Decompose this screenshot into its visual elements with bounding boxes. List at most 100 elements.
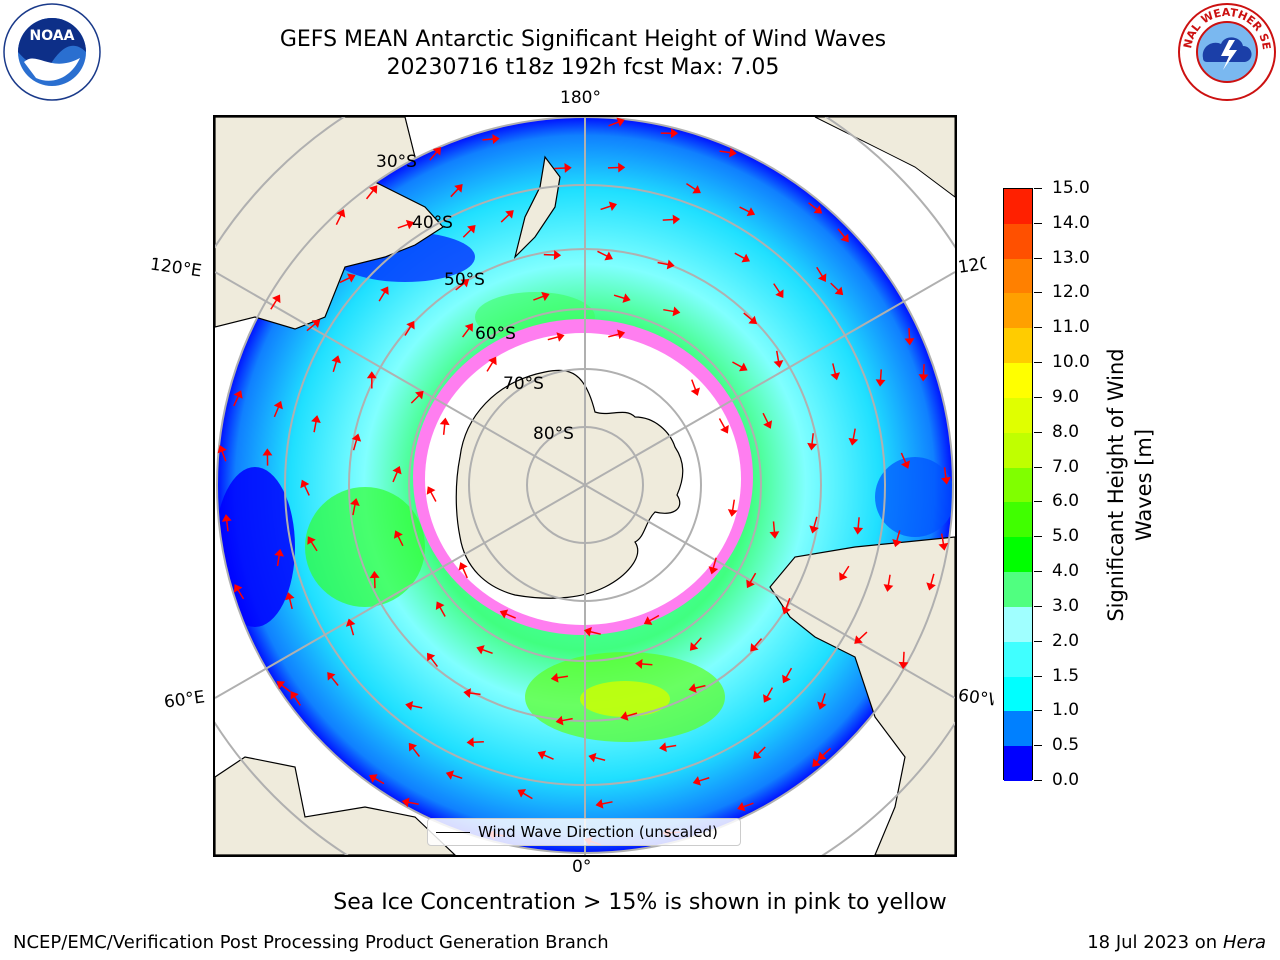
lat-label-40: 40°S: [412, 213, 453, 233]
colorbar-tick-label: 0.5: [1052, 735, 1080, 756]
wave-direction-arrow: [486, 361, 494, 372]
wave-direction-arrow: [608, 121, 620, 127]
wave-direction-arrowhead: [773, 360, 784, 368]
wave-direction-arrow: [554, 167, 566, 170]
wave-direction-arrow: [225, 520, 229, 532]
wave-direction-arrow: [500, 213, 510, 223]
wave-direction-arrowhead: [583, 626, 592, 637]
wave-direction-arrow: [313, 421, 317, 433]
colorbar-tick-mark: [1034, 188, 1042, 189]
wave-direction-arrowhead: [940, 476, 951, 485]
wave-direction-arrow: [879, 369, 882, 381]
wave-direction-arrowhead: [345, 618, 356, 627]
wave-direction-arrowhead: [347, 273, 356, 283]
wave-direction-arrow: [719, 150, 731, 154]
wave-direction-arrow: [776, 350, 780, 362]
wave-direction-arrow: [813, 516, 818, 528]
wave-direction-arrowhead: [467, 225, 476, 234]
colorbar-segment: [1004, 537, 1032, 573]
wave-direction-arrowhead: [476, 645, 485, 655]
wave-direction-arrow: [439, 606, 446, 617]
legend-line-swatch: [436, 832, 470, 833]
wave-direction-arrow: [808, 202, 818, 211]
colorbar-tick-mark: [1034, 605, 1042, 607]
wave-direction-arrowhead: [368, 774, 378, 783]
wave-direction-arrowhead: [620, 711, 629, 721]
nws-logo: NATIONAL WEATHER SERVICE: [1176, 2, 1276, 101]
wave-direction-arrow: [462, 228, 472, 238]
wave-direction-arrowhead: [505, 210, 514, 219]
polar-map: [215, 117, 955, 855]
wave-direction-arrow: [310, 541, 318, 552]
colorbar-tick-mark: [1034, 257, 1042, 259]
wave-direction-arrowhead: [817, 273, 827, 282]
wave-direction-arrow: [335, 214, 342, 225]
colorbar-segment: [1004, 293, 1032, 329]
colorbar-tick-mark: [1034, 536, 1042, 538]
wave-direction-arrowhead: [672, 214, 681, 225]
colorbar-tick-mark: [1034, 640, 1042, 642]
wave-direction-arrow: [820, 693, 826, 705]
wave-direction-arrowhead: [834, 286, 844, 296]
wave-direction-arrow: [940, 533, 945, 545]
wave-direction-arrow: [330, 676, 339, 686]
wave-direction-arrow: [832, 363, 837, 375]
wave-direction-arrow: [594, 756, 606, 761]
wave-direction-arrow: [349, 624, 355, 636]
colorbar-tick-mark: [1034, 780, 1042, 781]
lat-label-70: 70°S: [503, 374, 544, 394]
wave-direction-arrow: [237, 589, 245, 600]
wave-direction-arrow: [900, 452, 907, 464]
colorbar-tick-label: 15.0: [1052, 178, 1090, 198]
wave-direction-arrowhead: [840, 233, 849, 243]
footer-credit: NCEP/EMC/Verification Post Processing Pr…: [13, 932, 609, 953]
wave-direction-arrow: [816, 266, 824, 277]
wave-direction-arrowhead: [369, 570, 380, 579]
wave-direction-arrowhead: [817, 701, 827, 710]
colorbar-tick-label: 4.0: [1052, 561, 1080, 582]
wave-direction-arrowhead: [738, 362, 748, 372]
wave-direction-arrowhead: [564, 163, 572, 173]
wave-direction-arrowhead: [464, 323, 473, 332]
wave-direction-arrowhead: [233, 390, 243, 399]
colorbar-segment: [1004, 502, 1032, 538]
wave-direction-arrowhead: [300, 479, 310, 489]
colorbar-segment: [1004, 258, 1032, 294]
wave-direction-arrowhead: [763, 694, 772, 703]
colorbar-segment: [1004, 746, 1032, 781]
wave-direction-arrow: [281, 684, 291, 693]
wave-direction-arrowhead: [737, 801, 746, 812]
colorbar-segment: [1004, 223, 1032, 259]
wave-direction-arrow: [451, 774, 463, 780]
colorbar-tick-mark: [1034, 431, 1042, 433]
wave-direction-arrowhead: [839, 572, 848, 581]
wave-direction-arrow: [270, 299, 278, 310]
wave-direction-arrowhead: [351, 433, 362, 442]
lon-label-top: 180°: [560, 88, 601, 108]
wave-direction-arrowhead: [435, 601, 445, 610]
wave-direction-arrow: [505, 613, 516, 619]
wave-direction-arrowhead: [488, 356, 497, 366]
wave-direction-arrow: [712, 557, 717, 569]
legend-label: Wind Wave Direction (unscaled): [478, 823, 718, 841]
colorbar-tick-label: 12.0: [1052, 282, 1090, 303]
wave-direction-arrowhead: [595, 798, 604, 809]
wave-direction-arrow: [469, 692, 481, 696]
wave-direction-arrow: [663, 308, 675, 313]
wave-direction-arrow: [852, 428, 856, 440]
wave-direction-arrow: [772, 521, 776, 533]
colorbar-tick-mark: [1034, 501, 1042, 503]
wave-direction-arrowhead: [900, 460, 911, 469]
wave-direction-arrowhead: [408, 742, 417, 752]
lat-label-60: 60°S: [475, 324, 516, 344]
wave-direction-arrow: [556, 675, 569, 679]
wave-direction-arrow: [407, 801, 419, 806]
wave-direction-arrowhead: [217, 445, 227, 454]
wave-direction-arrowhead: [807, 442, 817, 451]
wave-direction-arrowhead: [853, 527, 864, 535]
wave-direction-arrow: [561, 717, 573, 722]
wind-wave-arrows: [217, 117, 951, 847]
colorbar-segment: [1004, 572, 1032, 607]
lon-label-upper-right: 120°W: [956, 254, 988, 278]
wave-direction-arrow: [306, 323, 316, 332]
